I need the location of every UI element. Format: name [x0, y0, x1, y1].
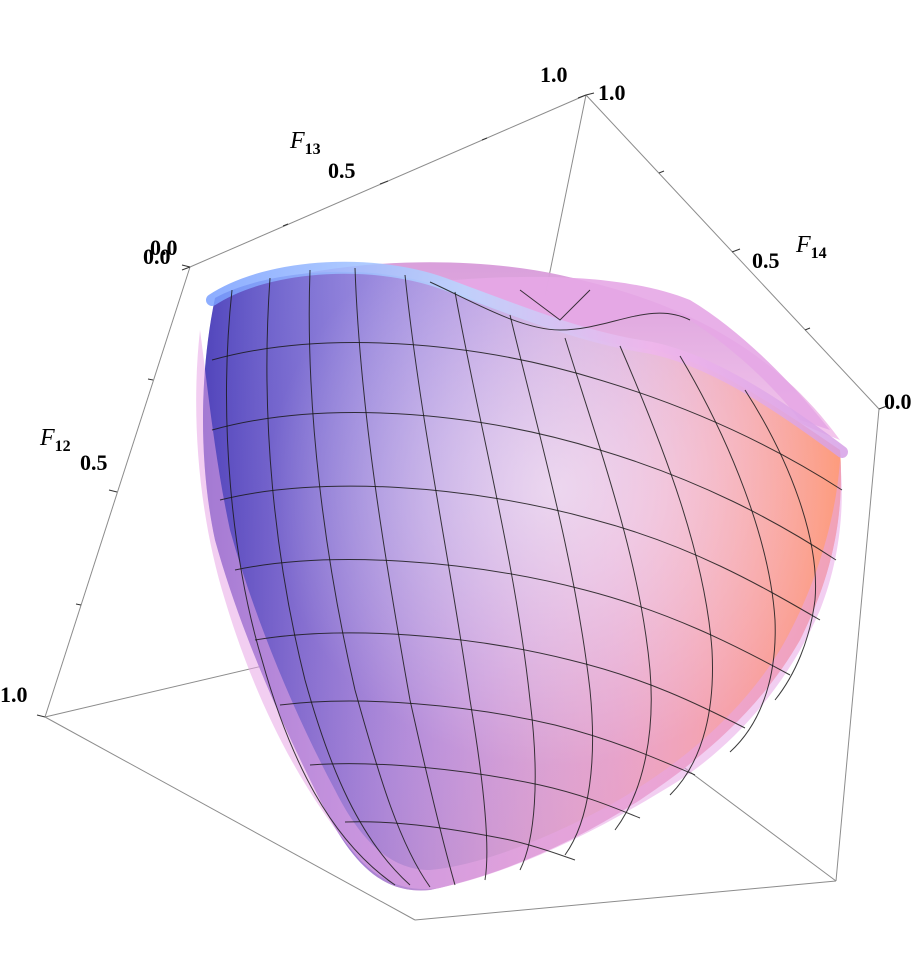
- tick: [878, 405, 888, 410]
- tick-label-f14-1.0: 1.0: [598, 80, 626, 105]
- mesh-line: [404, 274, 488, 881]
- tick: [481, 137, 488, 141]
- mesh-line: [219, 485, 821, 621]
- mesh-line: [509, 314, 594, 856]
- axis-labels: F13 F14 F12: [39, 128, 827, 455]
- axis-label-f12: F12: [39, 425, 71, 455]
- mesh-line: [429, 281, 691, 331]
- mesh-line: [211, 412, 837, 561]
- mesh-line: [519, 289, 591, 321]
- tick: [804, 327, 811, 331]
- mesh-line: [309, 763, 641, 819]
- tick: [379, 180, 389, 185]
- mesh-line: [226, 289, 396, 886]
- mesh-line: [744, 389, 817, 701]
- mesh-line: [279, 700, 696, 776]
- box-edge-left: [44, 266, 191, 718]
- box-edge-bottom-right: [414, 880, 837, 921]
- tick-label-f14-0.0: 0.0: [884, 389, 912, 414]
- tick: [658, 170, 665, 174]
- tick-label-f12-1.0: 1.0: [0, 682, 28, 707]
- tick: [108, 489, 118, 493]
- mesh-line: [679, 355, 776, 753]
- mesh-line: [619, 345, 713, 796]
- box-edge-bottom-left: [44, 716, 416, 921]
- tick-label-f13-1.0: 1.0: [540, 62, 568, 87]
- tick-label-f12-0.5: 0.5: [80, 450, 108, 475]
- mesh-line: [254, 632, 746, 729]
- mesh-line: [308, 269, 431, 888]
- surface-body: [196, 261, 848, 891]
- tick: [36, 714, 46, 718]
- tick: [577, 94, 587, 99]
- mesh-line: [234, 559, 791, 676]
- tick-marks: [36, 92, 888, 718]
- tick-label-f14-0.5: 0.5: [752, 248, 780, 273]
- mesh-line: [454, 291, 536, 871]
- mesh-line: [266, 277, 411, 886]
- box-edge-right: [835, 408, 880, 882]
- tick: [181, 264, 191, 268]
- mesh-line: [564, 337, 652, 831]
- tick-labels: 1.0 1.0 0.5 0.0 0.0 0.5 0.0 0.5 1.0: [0, 62, 912, 707]
- axis-label-f13: F13: [289, 128, 321, 158]
- mesh-line: [344, 821, 576, 861]
- tick: [282, 223, 289, 227]
- axis-label-f14: F14: [795, 232, 827, 262]
- tick-label-f13-0.5: 0.5: [328, 158, 356, 183]
- tick: [75, 603, 82, 606]
- tick: [181, 266, 191, 271]
- tick: [147, 378, 154, 381]
- mesh-line: [354, 267, 456, 886]
- surface-mesh: [211, 267, 843, 888]
- mesh-line: [211, 342, 843, 491]
- tick: [585, 92, 595, 96]
- tick-label-f12-0.0: 0.0: [143, 244, 171, 269]
- tick: [731, 248, 741, 253]
- tick-label-f13-0.0: 0.0: [150, 235, 178, 260]
